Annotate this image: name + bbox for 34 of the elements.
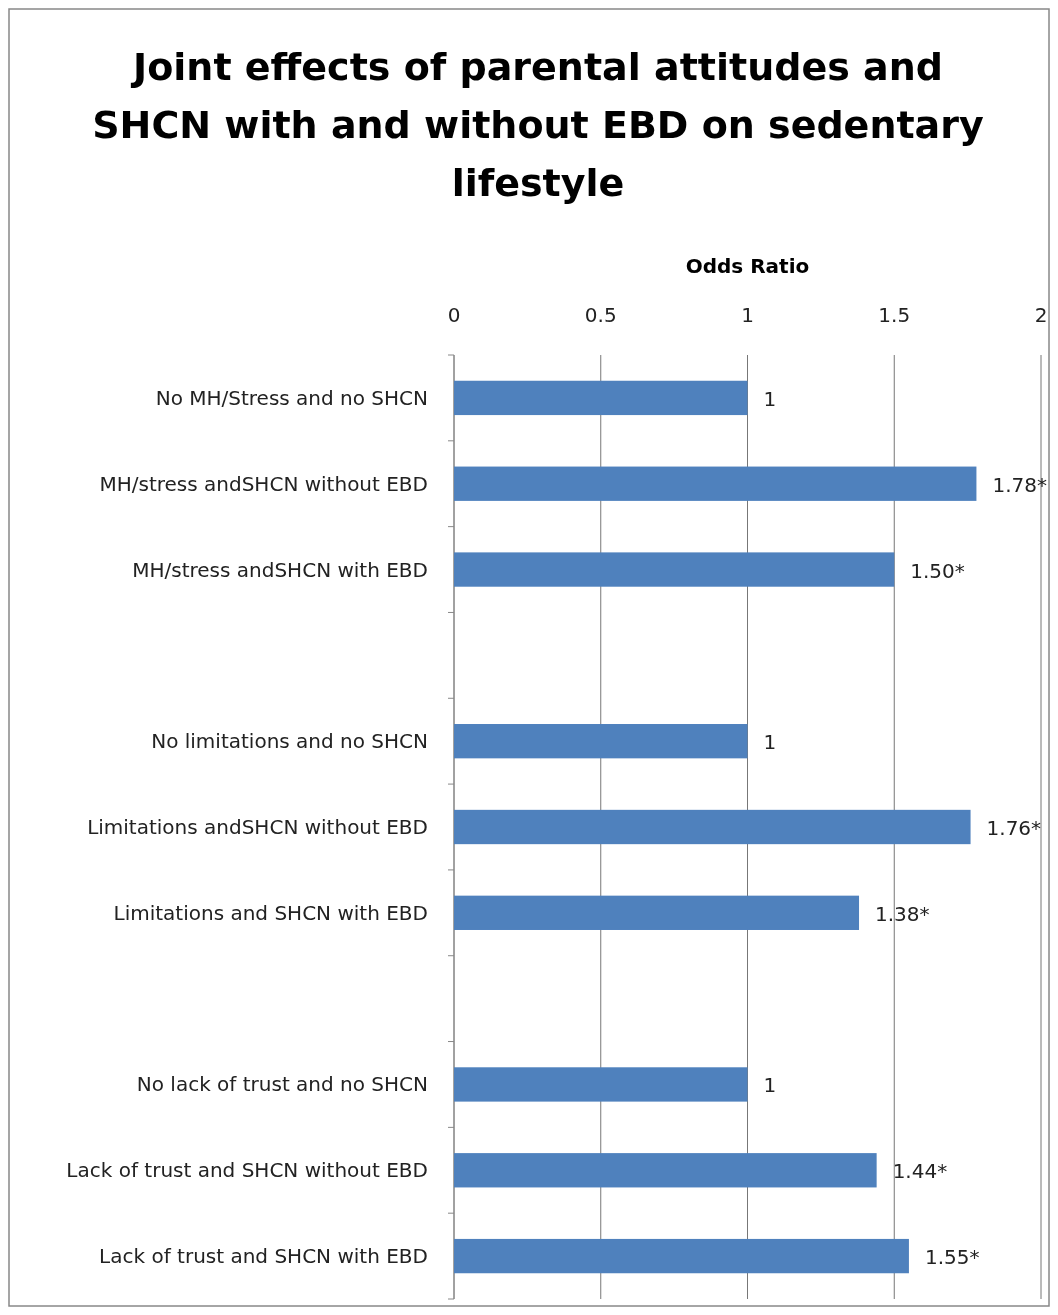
- y-tick-label: Limitations and SHCN with EBD: [113, 900, 428, 925]
- data-label: 1.50*: [910, 558, 965, 583]
- chart-title: Joint effects of parental attitudes and SHCN with and without EBD on sedentary lifestyle: [92, 45, 984, 205]
- x-tick-label: 0.5: [584, 303, 617, 327]
- data-label: 1: [763, 1073, 777, 1098]
- y-tick-label: Lack of trust and SHCN without EBD: [66, 1158, 428, 1183]
- bar: [454, 466, 977, 501]
- y-tick-label: No limitations and no SHCN: [151, 729, 428, 754]
- y-tick-label: No lack of trust and no SHCN: [136, 1072, 428, 1097]
- y-tick-label: Lack of trust and SHCN with EBD: [99, 1244, 428, 1269]
- data-label: 1.38*: [875, 901, 930, 926]
- bar: [454, 1067, 748, 1102]
- data-label: 1: [763, 386, 777, 411]
- y-tick-label: No MH/Stress and no SHCN: [155, 385, 428, 410]
- x-tick-label: 1.5: [878, 303, 911, 327]
- x-axis-title: Odds Ratio: [685, 254, 810, 278]
- data-label: 1.44*: [892, 1159, 948, 1184]
- bar: [454, 809, 971, 845]
- bar: [454, 552, 895, 587]
- x-tick-label: 2: [1034, 303, 1048, 327]
- x-tick-label: 1: [741, 303, 754, 327]
- y-tick-label: Limitations andSHCN without EBD: [87, 815, 428, 839]
- x-tick-label: 0: [447, 303, 461, 327]
- bar: [454, 1153, 877, 1188]
- data-label: 1.76*: [986, 816, 1042, 840]
- bar: [454, 895, 860, 930]
- bar: [454, 380, 748, 416]
- bar: [454, 1238, 909, 1274]
- bar: [454, 724, 748, 759]
- data-label: 1.55*: [924, 1245, 980, 1270]
- y-tick-label: MH/stress andSHCN without EBD: [99, 471, 428, 496]
- y-tick-label: MH/stress andSHCN with EBD: [132, 557, 428, 582]
- data-label: 1.78*: [992, 472, 1047, 497]
- data-label: 1: [763, 730, 777, 755]
